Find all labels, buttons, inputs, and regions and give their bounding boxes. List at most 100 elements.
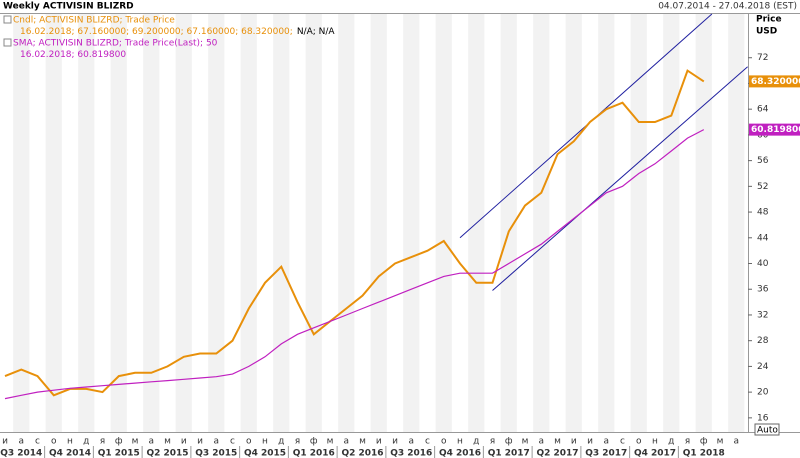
last-value-label: 60.819800: [751, 125, 800, 135]
quarter-label: Q1 2015: [98, 449, 140, 458]
x-tick-label: и: [181, 437, 187, 447]
chart-title: Weekly ACTIVISIN BLIZRD: [3, 2, 134, 12]
x-tick-label: н: [67, 437, 73, 447]
x-tick-label: а: [408, 437, 414, 447]
x-tick-label: и: [587, 437, 593, 447]
x-tick-label: а: [213, 437, 219, 447]
quarter-label: Q3 2015: [195, 449, 237, 458]
x-tick-label: а: [603, 437, 609, 447]
y-tick-label: 52: [757, 182, 768, 192]
x-tick-label: ф: [700, 437, 708, 447]
y-tick-label: 32: [757, 310, 768, 320]
month-band: [598, 14, 615, 432]
series-line: [4, 129, 705, 400]
y-tick-label: 20: [757, 388, 769, 398]
x-tick-label: н: [457, 437, 463, 447]
x-tick-label: а: [18, 437, 24, 447]
month-band: [728, 14, 745, 432]
month-band: [13, 14, 30, 432]
x-tick-label: с: [620, 437, 625, 447]
x-tick-label: м: [359, 437, 366, 447]
month-band: [565, 14, 582, 432]
month-band: [208, 14, 225, 432]
y-tick-label: 44: [757, 233, 769, 243]
x-tick-label: ф: [310, 437, 318, 447]
month-band: [695, 14, 712, 432]
y-axis-label: Price: [756, 15, 782, 25]
x-tick-label: м: [554, 437, 561, 447]
quarter-label: Q4 2016: [439, 449, 481, 458]
x-tick-label: д: [83, 437, 89, 447]
legend-text: SMA; ACTIVISIN BLIZRD; Trade Price(Last)…: [13, 39, 218, 49]
x-tick-label: с: [35, 437, 40, 447]
x-tick-label: ф: [115, 437, 123, 447]
x-tick-label: м: [717, 437, 724, 447]
x-tick-label: с: [425, 437, 430, 447]
y-tick-label: 36: [757, 285, 769, 295]
quarter-label: Q4 2017: [634, 449, 676, 458]
quarter-label: Q2 2017: [536, 449, 578, 458]
x-tick-label: с: [230, 437, 235, 447]
month-band: [240, 14, 257, 432]
x-tick-label: д: [473, 437, 479, 447]
quarter-label: Q3 2016: [390, 449, 432, 458]
auto-label[interactable]: Auto: [757, 426, 778, 436]
series-line: [4, 69, 705, 397]
quarter-label: Q3 2017: [585, 449, 627, 458]
month-band: [403, 14, 420, 432]
x-tick-label: о: [246, 437, 252, 447]
y-tick-label: 48: [757, 208, 769, 218]
x-tick-label: а: [733, 437, 739, 447]
y-axis-unit: USD: [756, 27, 777, 37]
month-band: [663, 14, 680, 432]
month-band: [78, 14, 95, 432]
x-tick-label: и: [376, 437, 382, 447]
x-tick-label: я: [490, 437, 495, 447]
x-tick-label: о: [51, 437, 57, 447]
x-tick-label: м: [522, 437, 529, 447]
x-tick-label: я: [685, 437, 690, 447]
x-tick-label: м: [132, 437, 139, 447]
month-band: [273, 14, 290, 432]
legend-suffix: N/A; N/A: [297, 27, 336, 37]
y-tick-label: 72: [757, 53, 768, 63]
quarter-label: Q4 2015: [244, 449, 286, 458]
x-tick-label: д: [278, 437, 284, 447]
y-tick-label: 16: [757, 413, 769, 423]
date-range: 04.07.2014 - 27.04.2018 (EST): [658, 2, 797, 12]
month-band: [110, 14, 127, 432]
y-tick-label: 24: [757, 362, 769, 372]
legend-text: 16.02.2018; 60.819800: [20, 50, 126, 60]
x-tick-label: м: [327, 437, 334, 447]
x-tick-label: н: [652, 437, 658, 447]
quarter-label: Q3 2014: [0, 449, 42, 458]
quarter-label: Q4 2014: [49, 449, 91, 458]
month-band: [338, 14, 355, 432]
x-tick-label: о: [636, 437, 642, 447]
month-band: [305, 14, 322, 432]
month-band: [435, 14, 452, 432]
x-tick-label: м: [164, 437, 171, 447]
x-tick-label: я: [100, 437, 105, 447]
x-tick-label: ф: [505, 437, 513, 447]
x-tick-label: а: [538, 437, 544, 447]
y-tick-label: 64: [757, 105, 769, 115]
last-value-box: [749, 123, 800, 136]
x-tick-label: д: [668, 437, 674, 447]
trendline: [492, 66, 748, 291]
month-band: [533, 14, 550, 432]
quarter-label: Q2 2016: [341, 449, 383, 458]
auto-box[interactable]: [754, 423, 780, 436]
last-value-box: [749, 75, 800, 88]
x-tick-label: а: [148, 437, 154, 447]
quarter-label: Q1 2018: [683, 449, 725, 458]
x-tick-label: и: [2, 437, 8, 447]
month-band: [630, 14, 647, 432]
month-band: [175, 14, 192, 432]
quarter-label: Q2 2015: [146, 449, 188, 458]
quarter-label: Q1 2016: [293, 449, 335, 458]
x-tick-label: и: [571, 437, 577, 447]
month-band: [370, 14, 387, 432]
month-band: [500, 14, 517, 432]
